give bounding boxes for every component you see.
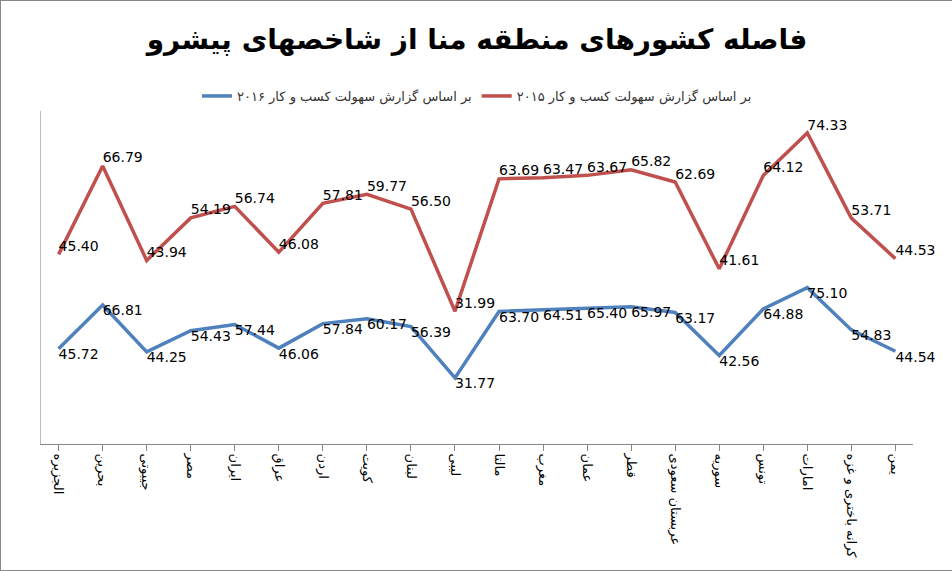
svg-text:جیبوتی: جیبوتی: [138, 454, 154, 491]
svg-text:سوریه: سوریه: [711, 454, 727, 488]
svg-text:41.61: 41.61: [719, 252, 759, 268]
svg-text:عراق: عراق: [271, 454, 287, 483]
svg-text:65.97: 65.97: [631, 304, 671, 320]
svg-text:57.81: 57.81: [323, 187, 363, 203]
svg-text:46.08: 46.08: [279, 236, 319, 252]
svg-text:60.17: 60.17: [367, 316, 407, 332]
svg-text:63.47: 63.47: [543, 161, 583, 177]
svg-text:64.51: 64.51: [543, 307, 583, 323]
svg-text:43.94: 43.94: [147, 244, 187, 260]
svg-text:قطر: قطر: [623, 453, 639, 478]
svg-text:75.10: 75.10: [807, 285, 847, 301]
svg-text:57.44: 57.44: [235, 322, 275, 338]
svg-text:مصر: مصر: [183, 453, 199, 479]
svg-text:45.72: 45.72: [59, 346, 99, 362]
svg-text:64.12: 64.12: [763, 159, 803, 175]
svg-text:ایران: ایران: [227, 454, 243, 482]
svg-text:الجزیره: الجزیره: [50, 454, 66, 495]
svg-text:65.82: 65.82: [631, 153, 671, 169]
svg-text:امارات: امارات: [799, 454, 815, 491]
svg-text:63.69: 63.69: [499, 162, 539, 178]
svg-text:46.06: 46.06: [279, 346, 319, 362]
svg-text:مغرب: مغرب: [535, 454, 551, 487]
svg-text:56.74: 56.74: [235, 190, 275, 206]
svg-text:اردن: اردن: [315, 454, 331, 479]
svg-text:تونس: تونس: [755, 454, 771, 485]
svg-text:66.81: 66.81: [103, 302, 143, 318]
svg-text:31.99: 31.99: [455, 295, 495, 311]
svg-text:لبنان: لبنان: [404, 454, 419, 479]
svg-text:54.19: 54.19: [191, 201, 231, 217]
svg-text:42.56: 42.56: [719, 353, 759, 369]
svg-text:74.33: 74.33: [807, 117, 847, 133]
svg-text:66.79: 66.79: [103, 149, 143, 165]
svg-text:مالتا: مالتا: [492, 454, 507, 477]
svg-text:عمان: عمان: [580, 454, 595, 483]
svg-text:بر اساس گزارش سهولت کسب و کار: بر اساس گزارش سهولت کسب و کار ۲۰۱۵: [517, 89, 752, 105]
svg-text:لیبی: لیبی: [448, 454, 463, 477]
svg-text:57.84: 57.84: [323, 321, 363, 337]
svg-text:62.69: 62.69: [675, 166, 715, 182]
svg-text:31.77: 31.77: [455, 375, 495, 391]
svg-text:54.43: 54.43: [191, 328, 231, 344]
svg-text:45.40: 45.40: [59, 238, 99, 254]
svg-text:یمن: یمن: [887, 454, 903, 475]
svg-text:44.53: 44.53: [895, 242, 935, 258]
svg-text:44.25: 44.25: [147, 349, 187, 365]
svg-text:56.50: 56.50: [411, 193, 451, 209]
svg-text:بحرین: بحرین: [94, 454, 110, 487]
svg-text:64.88: 64.88: [763, 306, 803, 322]
svg-text:54.83: 54.83: [851, 327, 891, 343]
svg-text:44.54: 44.54: [895, 349, 935, 365]
svg-text:63.70: 63.70: [499, 309, 539, 325]
svg-text:63.67: 63.67: [587, 159, 627, 175]
svg-text:65.40: 65.40: [587, 305, 627, 321]
svg-text:عربستان سعودی: عربستان سعودی: [667, 454, 683, 546]
svg-text:بر اساس گزارش سهولت کسب و کار: بر اساس گزارش سهولت کسب و کار ۲۰۱۶: [237, 89, 472, 105]
svg-text:63.17: 63.17: [675, 310, 715, 326]
svg-text:کرانه باختری و غزه: کرانه باختری و غزه: [843, 454, 859, 559]
svg-text:فاصله کشورهای منطقه منا از شاخ: فاصله کشورهای منطقه منا از شاخصهای پیشرو: [145, 23, 808, 56]
svg-text:کویت: کویت: [359, 454, 375, 484]
svg-text:56.39: 56.39: [411, 324, 451, 340]
svg-text:53.71: 53.71: [851, 202, 891, 218]
svg-text:59.77: 59.77: [367, 178, 407, 194]
